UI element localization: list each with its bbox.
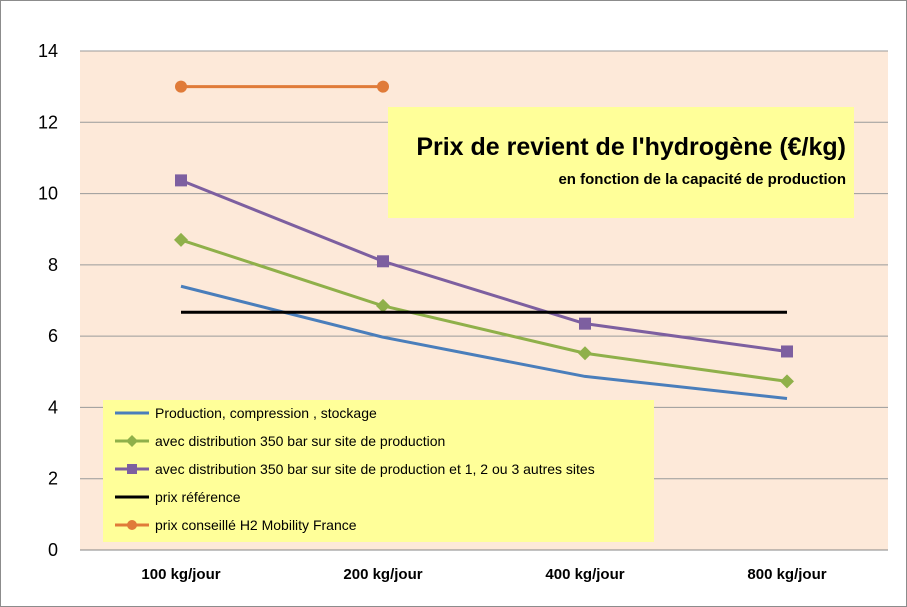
- data-point-marker: [780, 374, 794, 389]
- y-tick-label: 4: [48, 397, 58, 417]
- y-tick-label: 0: [48, 540, 58, 560]
- x-tick-label: 100 kg/jour: [141, 566, 220, 583]
- series-lines: [174, 80, 794, 401]
- title-box: Prix de revient de l'hydrogène (€/kg) en…: [388, 107, 854, 218]
- data-point-marker: [377, 80, 389, 93]
- y-tick-label: 2: [48, 469, 58, 489]
- data-point-marker: [377, 255, 389, 268]
- data-point-marker: [174, 232, 188, 247]
- legend-swatch-icon: [115, 495, 149, 499]
- chart-subtitle: en fonction de la capacité de production: [558, 171, 846, 188]
- legend-item: avec distribution 350 bar sur site de pr…: [115, 428, 445, 454]
- legend-swatch-icon: [115, 435, 149, 447]
- data-point-marker: [781, 345, 793, 358]
- data-point-marker: [579, 317, 591, 330]
- legend: Production, compression , stockage avec …: [103, 400, 654, 542]
- series-line: [180, 178, 788, 353]
- legend-swatch-icon: [115, 520, 149, 530]
- legend-label: prix conseillé H2 Mobility France: [155, 517, 357, 533]
- legend-item: prix référence: [115, 484, 241, 510]
- data-point-marker: [578, 346, 592, 361]
- chart-title: Prix de revient de l'hydrogène (€/kg): [416, 133, 846, 161]
- x-axis-ticks: 100 kg/jour 200 kg/jour 400 kg/jour 800 kg/…: [141, 566, 826, 583]
- x-tick-label: 200 kg/jour: [343, 566, 422, 583]
- x-tick-label: 800 kg/jour: [747, 566, 826, 583]
- data-point-marker: [175, 80, 187, 93]
- legend-label: Production, compression , stockage: [155, 405, 377, 421]
- y-tick-label: 14: [38, 41, 58, 61]
- y-tick-label: 10: [38, 184, 58, 204]
- legend-item: prix conseillé H2 Mobility France: [115, 512, 357, 538]
- y-axis-ticks: 0 2 4 6 8 10 12 14: [38, 41, 58, 560]
- y-tick-label: 6: [48, 326, 58, 346]
- legend-label: prix référence: [155, 489, 241, 505]
- legend-label: avec distribution 350 bar sur site de pr…: [155, 433, 446, 449]
- series-line: [180, 238, 788, 383]
- legend-label: avec distribution 350 bar sur site de pr…: [155, 461, 595, 477]
- legend-item: Production, compression , stockage: [115, 400, 377, 426]
- legend-item: avec distribution 350 bar sur site de pr…: [115, 456, 595, 482]
- data-point-marker: [376, 298, 390, 313]
- y-tick-label: 12: [38, 112, 58, 132]
- legend-swatch-icon: [115, 464, 149, 474]
- legend-swatch-icon: [115, 411, 149, 415]
- y-tick-label: 8: [48, 255, 58, 275]
- data-point-marker: [175, 174, 187, 187]
- x-tick-label: 400 kg/jour: [545, 566, 624, 583]
